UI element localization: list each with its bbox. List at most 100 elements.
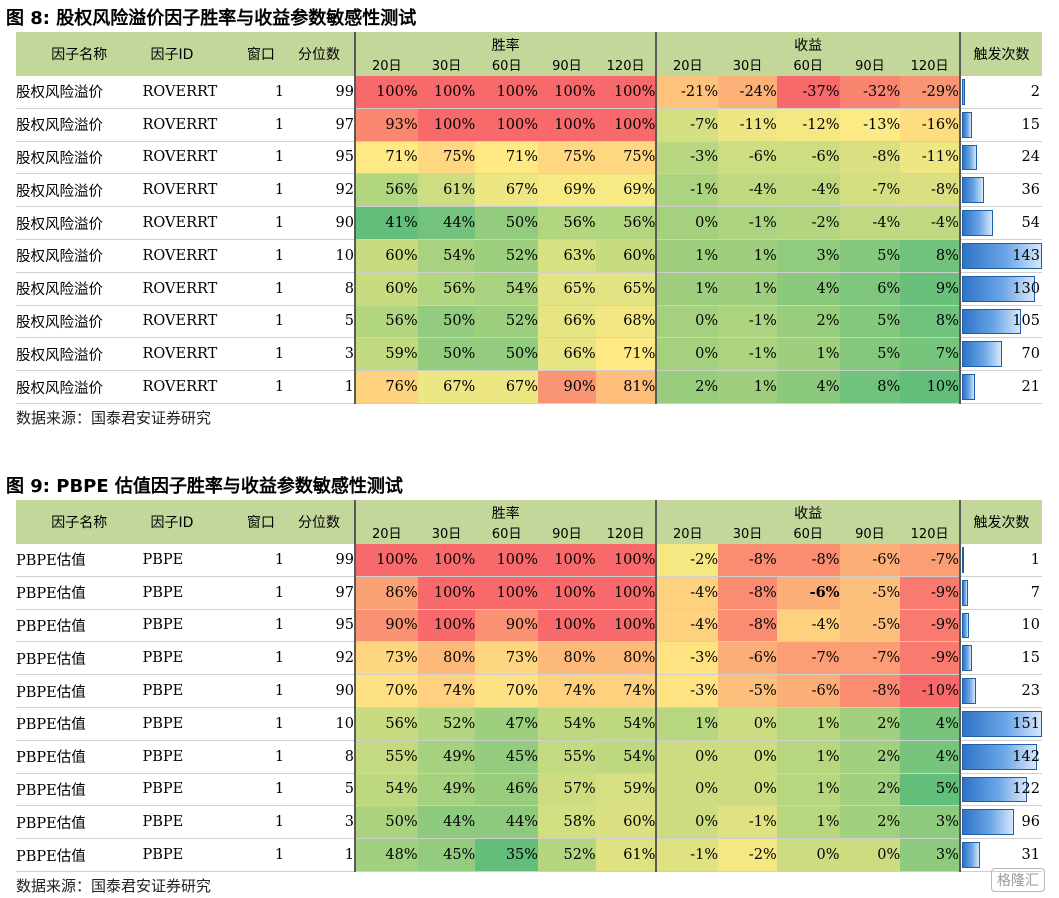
return-cell: 0%: [655, 305, 719, 339]
trigger-count-cell: 130: [958, 272, 1042, 306]
window-cell: 1: [237, 337, 285, 372]
trigger-databar: [961, 242, 1042, 269]
trigger-count-value: 96: [1021, 814, 1040, 831]
return-cell: -16%: [900, 108, 960, 142]
trigger-count-value: 130: [1012, 280, 1040, 297]
win-rate-cell: 75%: [417, 141, 476, 175]
return-cell: -7%: [839, 173, 901, 208]
win-rate-cell: 56%: [538, 206, 596, 240]
win-rate-cell: 52%: [475, 305, 539, 339]
return-cell: -6%: [718, 641, 777, 676]
factor-name-cell: PBPE估值: [16, 544, 143, 577]
return-cell: 5%: [839, 305, 901, 339]
return-cell: -7%: [900, 544, 960, 577]
col-ret-120d: 120日: [900, 55, 960, 76]
win-rate-cell: 49%: [417, 773, 476, 807]
figure-8-source: 数据来源：国泰君安证券研究: [16, 409, 212, 427]
col-window: 窗口: [237, 32, 285, 76]
return-cell: -8%: [718, 544, 777, 577]
col-trigger-count: 触发次数: [958, 32, 1042, 76]
return-cell: -9%: [900, 609, 960, 643]
trigger-databar: [961, 612, 970, 639]
trigger-count-value: 1: [1030, 551, 1040, 568]
win-rate-cell: 68%: [595, 305, 657, 339]
quantile-cell: 8: [284, 272, 355, 306]
win-rate-cell: 56%: [417, 272, 476, 306]
table-row: 股权风险溢价 ROVERRT 1 99 100% 100% 100% 100% 100% -21%…: [16, 76, 1042, 109]
win-rate-cell: 100%: [417, 576, 476, 610]
return-cell: -8%: [718, 576, 777, 610]
win-rate-cell: 80%: [417, 641, 476, 676]
return-cell: -4%: [655, 609, 719, 643]
return-cell: -5%: [839, 576, 901, 610]
trigger-databar: [961, 341, 1003, 368]
win-rate-cell: 67%: [475, 173, 539, 208]
factor-id-cell: PBPE: [142, 740, 238, 774]
table-row: 股权风险溢价 ROVERRT 1 5 56% 50% 52% 66% 68% 0% -1% 2% 5% 8…: [16, 305, 1042, 339]
table-row: 股权风险溢价 ROVERRT 1 90 41% 44% 50% 56% 56% 0% -1% -2% -…: [16, 206, 1042, 240]
win-rate-cell: 76%: [353, 370, 418, 404]
factor-name-cell: 股权风险溢价: [16, 108, 143, 142]
trigger-count-value: 15: [1021, 116, 1040, 133]
table-row: PBPE估值 PBPE 1 97 86% 100% 100% 100% 100% -4% -8% -6…: [16, 576, 1042, 610]
quantile-cell: 92: [284, 641, 355, 676]
col-ret-60d: 60日: [776, 523, 840, 544]
factor-id-cell: PBPE: [142, 707, 238, 741]
quantile-cell: 99: [284, 544, 355, 577]
win-rate-cell: 55%: [538, 740, 596, 774]
trigger-databar: [961, 842, 980, 868]
return-cell: -9%: [900, 641, 960, 676]
return-cell: -7%: [655, 108, 719, 142]
factor-name-cell: 股权风险溢价: [16, 305, 143, 339]
col-factor-id: 因子ID: [142, 500, 238, 544]
window-cell: 1: [237, 370, 285, 404]
win-rate-cell: 71%: [595, 337, 657, 372]
trigger-databar: [961, 743, 1038, 770]
return-cell: -1%: [718, 337, 777, 372]
factor-name-cell: 股权风险溢价: [16, 141, 143, 175]
win-rate-cell: 50%: [475, 337, 539, 372]
win-rate-cell: 59%: [353, 337, 418, 372]
return-cell: -32%: [839, 76, 901, 109]
col-ret-60d: 60日: [776, 55, 840, 76]
return-cell: -8%: [900, 173, 960, 208]
win-rate-cell: 73%: [475, 641, 539, 676]
win-rate-cell: 69%: [595, 173, 657, 208]
trigger-count-value: 15: [1021, 650, 1040, 667]
table-row: PBPE估值 PBPE 1 10 56% 52% 47% 54% 54% 1% 0% 1% 2% 4% 15…: [16, 707, 1042, 741]
return-cell: 6%: [839, 272, 901, 306]
return-cell: -4%: [776, 173, 840, 208]
window-cell: 1: [237, 740, 285, 774]
return-cell: 0%: [776, 838, 840, 872]
col-ret-120d: 120日: [900, 523, 960, 544]
window-cell: 1: [237, 173, 285, 208]
return-cell: -12%: [776, 108, 840, 142]
return-cell: 0%: [655, 773, 719, 807]
return-cell: 0%: [718, 773, 777, 807]
win-rate-cell: 70%: [353, 674, 418, 708]
win-rate-cell: 100%: [417, 76, 476, 109]
factor-name-cell: 股权风险溢价: [16, 206, 143, 240]
trigger-count-value: 142: [1012, 748, 1040, 765]
trigger-databar: [961, 579, 968, 606]
trigger-databar: [961, 144, 977, 171]
trigger-databar: [961, 210, 994, 236]
factor-id-cell: ROVERRT: [142, 206, 238, 240]
window-cell: 1: [237, 805, 285, 840]
return-cell: -6%: [776, 141, 840, 175]
col-win-90d: 90日: [538, 55, 596, 76]
return-cell: 0%: [655, 805, 719, 840]
return-cell: 0%: [655, 337, 719, 372]
table-row: PBPE估值 PBPE 1 90 70% 74% 70% 74% 74% -3% -5% -6% -8%…: [16, 674, 1042, 708]
quantile-cell: 97: [284, 108, 355, 142]
win-rate-cell: 80%: [595, 641, 657, 676]
win-rate-cell: 90%: [475, 609, 539, 643]
trigger-databar: [961, 79, 965, 105]
quantile-cell: 3: [284, 805, 355, 840]
quantile-cell: 90: [284, 206, 355, 240]
col-group-returns: 收益: [655, 32, 960, 55]
window-cell: 1: [237, 576, 285, 610]
quantile-cell: 97: [284, 576, 355, 610]
return-cell: 2%: [776, 305, 840, 339]
trigger-count-cell: 2: [958, 76, 1042, 109]
